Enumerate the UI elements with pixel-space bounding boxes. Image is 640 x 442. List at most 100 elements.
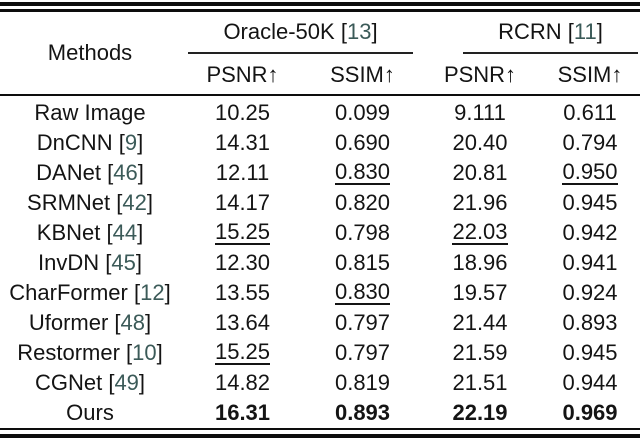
metric-value: 15.25 bbox=[214, 338, 271, 366]
metric-value: 12.30 bbox=[214, 250, 271, 275]
value-cell: 21.51 bbox=[420, 368, 540, 398]
method-cell: CGNet [49] bbox=[34, 370, 146, 395]
value-cell: 0.798 bbox=[305, 218, 420, 248]
metric-value: 15.25 bbox=[214, 218, 271, 246]
metric-value: 0.945 bbox=[562, 340, 618, 365]
column-header-psnr-rcrn: PSNR↑ bbox=[443, 62, 517, 87]
header-body-divider-rule bbox=[0, 94, 640, 96]
metric-value: 20.40 bbox=[452, 130, 508, 155]
value-cell: 22.03 bbox=[420, 218, 540, 248]
value-cell: 13.64 bbox=[180, 308, 305, 338]
table-header: Methods Oracle-50K [13] RCRN [11] PSNR↑ … bbox=[0, 13, 640, 92]
citation-number: 44 bbox=[112, 220, 138, 245]
metric-value: 20.81 bbox=[452, 160, 508, 185]
method-cell: InvDN [45] bbox=[38, 250, 142, 275]
metric-value: 16.31 bbox=[214, 400, 271, 425]
metric-value: 13.64 bbox=[214, 310, 271, 335]
metric-value: 0.794 bbox=[562, 130, 618, 155]
metric-value: 22.03 bbox=[452, 218, 508, 246]
metric-value: 21.51 bbox=[452, 370, 508, 395]
citation-number: 9 bbox=[124, 130, 138, 155]
value-cell: 0.797 bbox=[305, 308, 420, 338]
citation-number: 12 bbox=[140, 280, 165, 305]
metric-value: 0.969 bbox=[562, 400, 618, 425]
value-cell: 14.82 bbox=[180, 368, 305, 398]
value-cell: 15.25 bbox=[180, 338, 305, 368]
method-cell: CharFormer [12] bbox=[9, 280, 171, 305]
method-cell: Raw Image bbox=[34, 100, 146, 125]
method-cell: KBNet [44] bbox=[36, 220, 144, 245]
bottom-rule-inner bbox=[0, 428, 640, 430]
value-cell: 0.945 bbox=[540, 338, 640, 368]
metric-value: 0.820 bbox=[334, 190, 391, 215]
citation-number: 13 bbox=[346, 18, 372, 44]
metric-value: 0.797 bbox=[334, 340, 391, 365]
metric-value: 14.31 bbox=[214, 130, 271, 155]
metric-value: 0.099 bbox=[334, 100, 391, 125]
citation-number: 45 bbox=[111, 250, 136, 275]
value-cell: 0.830 bbox=[305, 278, 420, 308]
value-cell: 0.941 bbox=[540, 248, 640, 278]
citation-number: 42 bbox=[122, 190, 147, 215]
group-header-rcrn: RCRN [11] bbox=[463, 13, 638, 54]
top-rule-inner bbox=[0, 9, 640, 12]
value-cell: 0.893 bbox=[305, 398, 420, 428]
metric-value: 0.798 bbox=[334, 220, 391, 245]
value-cell: 0.969 bbox=[540, 398, 640, 428]
value-cell: 0.950 bbox=[540, 158, 640, 188]
value-cell: 14.31 bbox=[180, 128, 305, 158]
metric-value: 12.11 bbox=[215, 160, 270, 185]
metric-value: 19.57 bbox=[452, 280, 508, 305]
value-cell: 20.81 bbox=[420, 158, 540, 188]
value-cell: 0.942 bbox=[540, 218, 640, 248]
value-cell: 0.690 bbox=[305, 128, 420, 158]
value-cell: 0.794 bbox=[540, 128, 640, 158]
metric-value: 0.945 bbox=[562, 190, 618, 215]
value-cell: 0.945 bbox=[540, 188, 640, 218]
metric-value: 0.893 bbox=[562, 310, 618, 335]
value-cell: 18.96 bbox=[420, 248, 540, 278]
metric-value: 21.59 bbox=[452, 340, 508, 365]
method-cell: Ours bbox=[66, 400, 114, 425]
value-cell: 0.944 bbox=[540, 368, 640, 398]
metric-value: 0.797 bbox=[334, 310, 391, 335]
value-cell: 0.815 bbox=[305, 248, 420, 278]
value-cell: 0.830 bbox=[305, 158, 420, 188]
metric-value: 0.942 bbox=[562, 220, 618, 245]
value-cell: 13.55 bbox=[180, 278, 305, 308]
citation-number: 48 bbox=[120, 310, 146, 335]
method-cell: SRMNet [42] bbox=[27, 190, 153, 215]
metric-value: 0.830 bbox=[334, 278, 391, 306]
value-cell: 0.819 bbox=[305, 368, 420, 398]
method-cell: DnCNN [9] bbox=[36, 130, 144, 155]
bottom-rule-outer bbox=[0, 434, 640, 438]
column-header-ssim-rcrn: SSIM↑ bbox=[557, 62, 623, 87]
citation-number: 46 bbox=[113, 160, 138, 185]
value-cell: 12.11 bbox=[180, 158, 305, 188]
value-cell: 15.25 bbox=[180, 218, 305, 248]
metric-value: 0.941 bbox=[562, 250, 618, 275]
value-cell: 19.57 bbox=[420, 278, 540, 308]
column-header-psnr-oracle: PSNR↑ bbox=[206, 62, 279, 87]
metric-value: 0.944 bbox=[562, 370, 618, 395]
metric-value: 14.82 bbox=[214, 370, 271, 395]
value-cell: 0.893 bbox=[540, 308, 640, 338]
metric-value: 21.96 bbox=[452, 190, 508, 215]
metric-value: 10.25 bbox=[214, 100, 271, 125]
value-cell: 16.31 bbox=[180, 398, 305, 428]
metric-value: 21.44 bbox=[452, 310, 508, 335]
column-header-ssim-oracle: SSIM↑ bbox=[330, 62, 395, 87]
top-rule-outer bbox=[0, 2, 640, 6]
metric-value: 0.819 bbox=[334, 370, 391, 395]
metric-value: 0.815 bbox=[334, 250, 391, 275]
value-cell: 22.19 bbox=[420, 398, 540, 428]
metric-value: 9.111 bbox=[454, 100, 506, 125]
metric-value: 0.924 bbox=[562, 280, 618, 305]
citation-number: 49 bbox=[114, 370, 139, 395]
column-header-methods: Methods bbox=[47, 39, 133, 65]
value-cell: 0.820 bbox=[305, 188, 420, 218]
metric-value: 0.950 bbox=[562, 158, 618, 186]
value-cell: 10.25 bbox=[180, 98, 305, 128]
metric-value: 0.611 bbox=[563, 100, 617, 125]
metric-value: 0.690 bbox=[334, 130, 391, 155]
